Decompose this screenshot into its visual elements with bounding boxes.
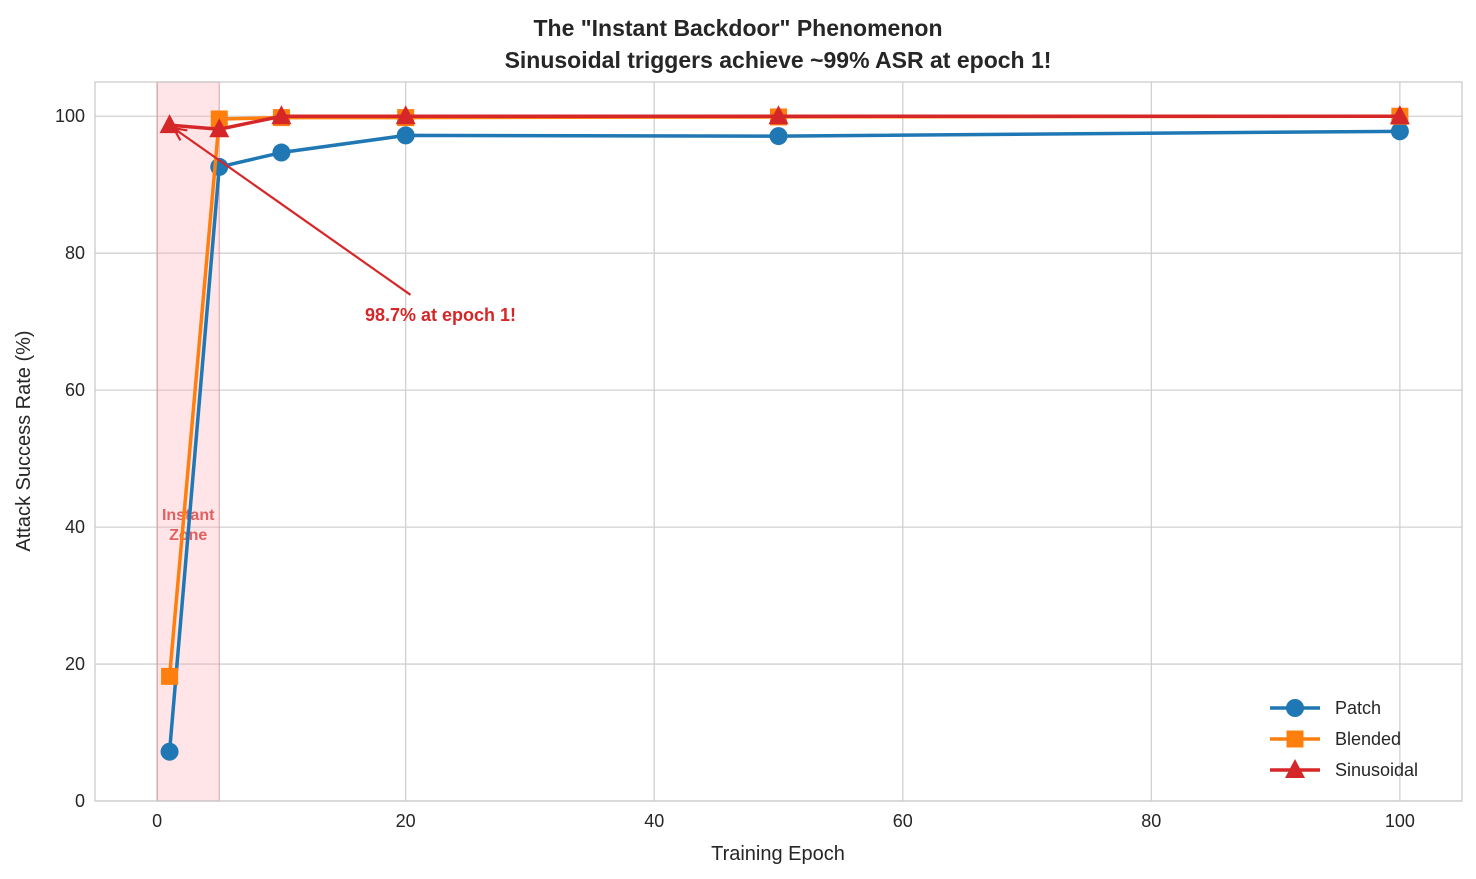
x-tick-label: 20 <box>396 811 416 831</box>
instant-zone-shade <box>156 81 220 802</box>
legend: Patch Blended Sinusoidal <box>1270 698 1418 780</box>
axes: 0 20 40 60 80 100 0 20 40 60 80 100 <box>55 81 1463 831</box>
blended-point <box>161 667 179 685</box>
patch-point <box>272 143 291 162</box>
plot-frame <box>94 81 1463 802</box>
legend-blended-marker <box>1286 730 1304 748</box>
legend-patch-marker <box>1286 699 1304 717</box>
y-tick-label: 0 <box>75 791 85 811</box>
sinusoidal-point <box>209 118 230 138</box>
y-tick-label: 20 <box>65 654 85 674</box>
x-tick-label: 0 <box>152 811 162 831</box>
blended-line <box>167 114 1400 677</box>
legend-sinusoidal-marker <box>1285 759 1305 778</box>
x-tick-label: 80 <box>1141 811 1161 831</box>
x-tick-label: 100 <box>1385 811 1415 831</box>
chart-subtitle: Sinusoidal triggers achieve ~99% ASR at … <box>505 47 1052 73</box>
y-tick-label: 80 <box>65 243 85 263</box>
y-tick-label: 40 <box>65 517 85 537</box>
instant-zone-region: Instant Zone <box>156 81 220 802</box>
legend-blended-label: Blended <box>1335 729 1401 749</box>
x-axis-label: Training Epoch <box>711 843 845 865</box>
chart-title: The "Instant Backdoor" Phenomenon <box>533 15 942 41</box>
sinusoidal-line <box>169 114 1400 131</box>
x-tick-label: 60 <box>893 811 913 831</box>
patch-point <box>396 126 415 145</box>
annotation-arrow <box>172 127 412 296</box>
y-tick-label: 60 <box>65 380 85 400</box>
y-axis-label: Attack Success Rate (%) <box>13 330 35 551</box>
annotation-text: 98.7% at epoch 1! <box>365 305 516 325</box>
patch-point <box>160 742 179 761</box>
legend-sinusoidal-label: Sinusoidal <box>1335 760 1418 780</box>
sinusoidal-point <box>271 105 292 125</box>
y-tick-label: 100 <box>55 106 85 126</box>
sinusoidal-point <box>768 105 789 125</box>
grid <box>95 82 1462 802</box>
annotation-arrowhead <box>173 127 188 132</box>
patch-point <box>769 127 788 146</box>
annotation-layer: 98.7% at epoch 1! <box>172 127 516 325</box>
sinusoidal-point <box>395 105 416 125</box>
patch-point <box>1390 122 1409 141</box>
sinusoidal-point <box>1389 105 1410 125</box>
annotation-arrowhead <box>172 127 182 141</box>
series-layer <box>159 105 1410 761</box>
legend-patch-label: Patch <box>1335 698 1381 718</box>
x-tick-label: 40 <box>644 811 664 831</box>
patch-line <box>167 129 1400 752</box>
